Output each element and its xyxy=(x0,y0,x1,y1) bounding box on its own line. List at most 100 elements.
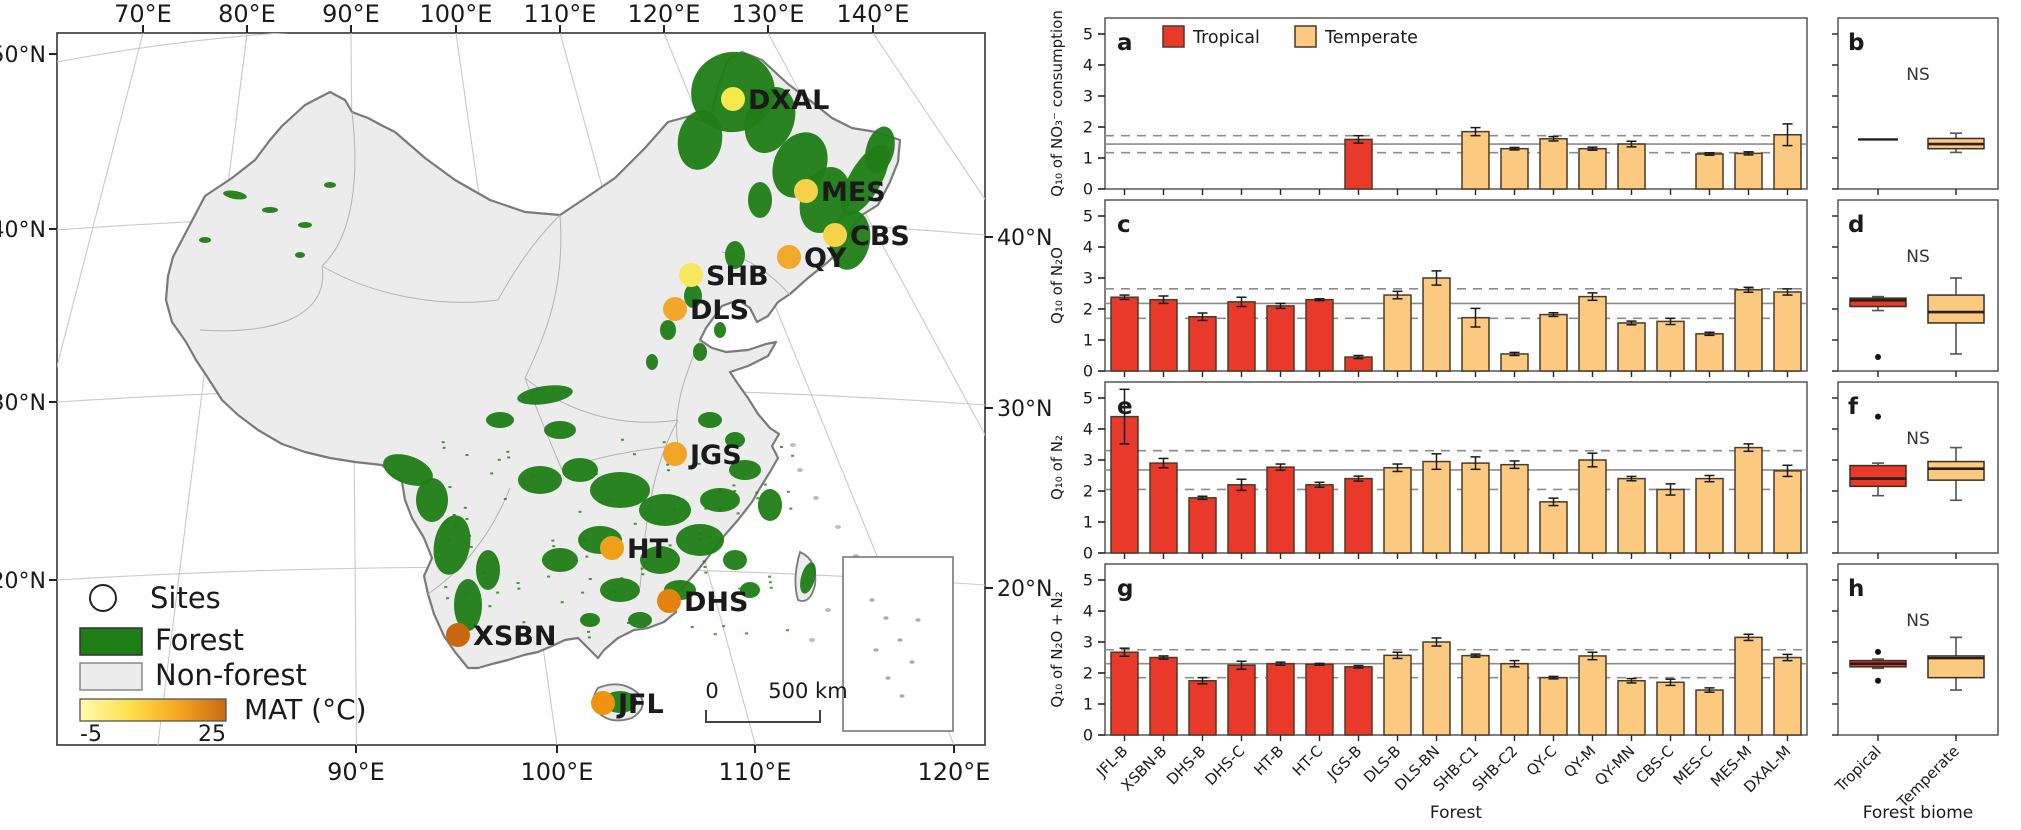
errorbar-JFL-B-c xyxy=(1119,294,1130,301)
ylabel-a: Q₁₀ of NO₃⁻ consumption xyxy=(1048,10,1066,197)
errorbar-HT-B-e xyxy=(1275,463,1286,471)
bar-QY-M-a xyxy=(1578,147,1607,190)
panel-b-frame xyxy=(1837,17,1999,190)
errorbar-XSBN-B-e xyxy=(1158,457,1169,469)
errorbar-QY-MN-c xyxy=(1626,320,1637,326)
site-label-DHS: DHS xyxy=(684,587,748,618)
ylabel-g: Q₁₀ of N₂O + N₂ xyxy=(1048,591,1066,707)
site-label-HT: HT xyxy=(627,534,669,565)
panel-g: 0 1 2 3 4 5 g xyxy=(1083,563,1808,745)
errorbar-MES-C-g xyxy=(1704,687,1715,693)
errorbar-XSBN-B-c xyxy=(1158,295,1169,305)
legend-temperate-label: Temperate xyxy=(1324,28,1418,48)
ylabel-c: Q₁₀ of N₂O xyxy=(1048,247,1066,324)
errorbar-DHS-C-g xyxy=(1236,660,1247,671)
site-label-DXAL: DXAL xyxy=(748,85,829,116)
site-dot-HT xyxy=(600,536,624,560)
box-temperate xyxy=(1927,655,1985,679)
errorbar-CBS-C-g xyxy=(1665,678,1676,687)
errorbar-JFL-B-g xyxy=(1119,647,1130,658)
boxplot-temperate-d xyxy=(1927,277,1985,355)
bar-DXAL-M-c xyxy=(1773,291,1802,372)
errorbar-DXAL-M-c xyxy=(1782,288,1793,296)
ytick-label: 1 xyxy=(1083,513,1093,532)
bar-MES-M-a xyxy=(1734,152,1763,190)
site-dot-DLS xyxy=(663,297,687,321)
bar-DHS-C-g xyxy=(1227,664,1256,736)
ytick-label: 5 xyxy=(1083,389,1093,408)
bar-HT-C-c xyxy=(1305,298,1334,372)
site-label-XSBN: XSBN xyxy=(473,621,556,652)
panel-h-frame xyxy=(1837,563,1999,736)
lon-label-top: 80°E xyxy=(218,0,276,28)
bar-MES-C-a xyxy=(1695,153,1724,190)
lon-label-top: 130°E xyxy=(732,0,805,28)
lon-label-bottom: 100°E xyxy=(521,758,594,786)
errorbar-DHS-B-e xyxy=(1197,495,1208,501)
bar-QY-MN-a xyxy=(1617,143,1646,190)
errorbar-MES-M-a xyxy=(1743,151,1754,156)
errorbar-JGS-B-a xyxy=(1353,134,1364,144)
ytick-label: 2 xyxy=(1083,482,1093,501)
lat-label-left: 40°N xyxy=(0,218,46,243)
site-dot-JGS xyxy=(663,442,687,466)
site-dot-CBS xyxy=(823,223,847,247)
ytick-label: 0 xyxy=(1083,362,1093,381)
bar-DLS-B-g xyxy=(1383,654,1412,736)
ytick-label: 1 xyxy=(1083,331,1093,350)
errorbar-QY-MN-e xyxy=(1626,475,1637,482)
boxplot-tropical-h xyxy=(1849,648,1907,684)
site-label-MES: MES xyxy=(821,177,886,208)
forest-legend-swatch xyxy=(79,627,143,656)
lat-label-right: 20°N xyxy=(997,577,1052,602)
scalebar-zero: 0 xyxy=(705,679,718,703)
lon-label-bottom: 120°E xyxy=(918,758,991,786)
panel-letter-c: c xyxy=(1117,212,1131,238)
bar-JFL-B-g xyxy=(1110,651,1139,736)
scale-bar: 0 500 km xyxy=(705,679,848,723)
errorbar-DXAL-M-a xyxy=(1782,123,1793,147)
scalebar-label: 500 km xyxy=(768,679,847,703)
ns-label-d: NS xyxy=(1906,247,1930,267)
xtick-label-HT-C: HT-C xyxy=(1289,742,1326,779)
bar-HT-B-g xyxy=(1266,662,1295,736)
lon-label-top: 120°E xyxy=(628,0,701,28)
bar-MES-M-c xyxy=(1734,289,1763,372)
legend-temperate-swatch xyxy=(1294,25,1317,48)
bar-QY-C-e xyxy=(1539,501,1568,554)
bar-QY-M-c xyxy=(1578,295,1607,372)
errorbar-HT-C-g xyxy=(1314,662,1325,666)
ytick-label: 0 xyxy=(1083,544,1093,563)
errorbar-DHS-C-c xyxy=(1236,296,1247,308)
errorbar-MES-C-e xyxy=(1704,474,1715,483)
bar-MES-C-e xyxy=(1695,477,1724,554)
errorbar-JGS-B-e xyxy=(1353,475,1364,482)
errorbar-QY-M-e xyxy=(1587,452,1598,468)
xtick-label-HT-B: HT-B xyxy=(1250,742,1287,779)
site-label-JGS: JGS xyxy=(688,440,742,471)
panel-e-frame xyxy=(1104,381,1808,554)
bar-DLS-B-c xyxy=(1383,294,1412,372)
errorbar-JGS-B-c xyxy=(1353,354,1364,360)
lat-label-right: 40°N xyxy=(997,226,1052,251)
site-dot-DHS xyxy=(657,589,681,613)
ytick-label: 3 xyxy=(1083,633,1093,652)
inset-frame xyxy=(842,556,954,732)
errorbar-QY-C-c xyxy=(1548,311,1559,318)
site-dot-XSBN xyxy=(446,623,470,647)
ytick-label: 2 xyxy=(1083,118,1093,137)
errorbar-SHB-C1-g xyxy=(1470,653,1481,658)
bar-DHS-C-e xyxy=(1227,484,1256,554)
bar-DLS-BN-c xyxy=(1422,277,1451,372)
panel-letter-g: g xyxy=(1117,576,1133,602)
boxplot-tropical-d xyxy=(1849,295,1907,361)
errorbar-DLS-B-e xyxy=(1392,463,1403,473)
errorbar-DLS-B-c xyxy=(1392,290,1403,300)
errorbar-HT-B-c xyxy=(1275,302,1286,310)
bar-CBS-C-c xyxy=(1656,320,1685,372)
lon-label-top: 70°E xyxy=(114,0,172,28)
errorbar-DXAL-M-e xyxy=(1782,464,1793,478)
lon-label-top: 110°E xyxy=(524,0,597,28)
site-dot-SHB xyxy=(679,263,703,287)
